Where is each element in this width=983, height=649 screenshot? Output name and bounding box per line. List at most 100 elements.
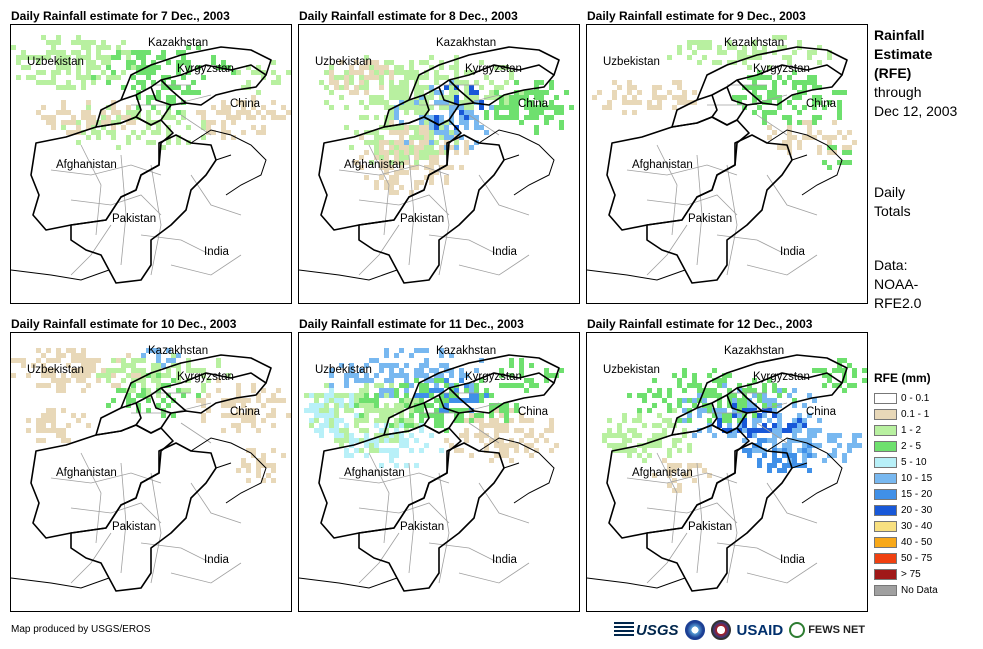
legend-item: > 75 — [874, 566, 938, 582]
credit-text: Map produced by USGS/EROS — [11, 624, 151, 635]
label-india: India — [204, 246, 230, 258]
side-daily-1: Daily — [874, 184, 906, 200]
map-panel-1: Kazakhstan Uzbekistan Kyrgyzstan China Afgha… — [10, 24, 292, 304]
label-kazakhstan: Kazakhstan — [724, 37, 784, 49]
side-title: Rainfall Estimate (RFE) through Dec 12, … — [874, 26, 957, 121]
side-data-1: Data: — [874, 257, 908, 273]
panel-title-5: Daily Rainfall estimate for 11 Dec., 200… — [299, 317, 524, 331]
legend-label: 5 - 10 — [901, 456, 927, 468]
dos-seal-icon — [710, 620, 731, 640]
label-uzbekistan: Uzbekistan — [27, 56, 84, 68]
legend-item: 50 - 75 — [874, 550, 938, 566]
legend: 0 - 0.1 0.1 - 1 1 - 2 2 - 5 5 - 10 10 - 15 15 … — [874, 390, 938, 598]
label-pakistan: Pakistan — [400, 213, 444, 225]
label-kyrgyzstan: Kyrgyzstan — [465, 63, 522, 75]
label-afghanistan: Afghanistan — [344, 159, 405, 171]
legend-swatch — [874, 504, 897, 516]
side-daily: Daily Totals — [874, 183, 911, 221]
map-panel-2: Kazakhstan Uzbekistan Kyrgyzstan China Afgha… — [298, 24, 580, 304]
legend-swatch — [874, 472, 897, 484]
panel-title-4: Daily Rainfall estimate for 10 Dec., 200… — [11, 317, 237, 331]
legend-label: 2 - 5 — [901, 440, 922, 452]
legend-item: 40 - 50 — [874, 534, 938, 550]
legend-label: 0 - 0.1 — [901, 392, 930, 404]
legend-item: 10 - 15 — [874, 470, 938, 486]
label-pakistan: Pakistan — [112, 213, 156, 225]
legend-label: 50 - 75 — [901, 552, 933, 564]
label-india: India — [492, 246, 518, 258]
label-kazakhstan: Kazakhstan — [436, 37, 496, 49]
legend-swatch — [874, 536, 897, 548]
legend-item: 30 - 40 — [874, 518, 938, 534]
label-kyrgyzstan: Kyrgyzstan — [177, 63, 234, 75]
legend-swatch — [874, 392, 897, 404]
legend-swatch — [874, 488, 897, 500]
side-title-line2: Estimate — [874, 46, 933, 62]
side-data-3: RFE2.0 — [874, 295, 922, 311]
legend-label: 15 - 20 — [901, 488, 933, 500]
label-china: China — [518, 98, 549, 110]
label-uzbekistan: Uzbekistan — [315, 364, 372, 376]
legend-item: 20 - 30 — [874, 502, 938, 518]
panel-title-6: Daily Rainfall estimate for 12 Dec., 200… — [587, 317, 813, 331]
legend-item: 2 - 5 — [874, 438, 938, 454]
fews-logo-text: FEWS NET — [808, 624, 866, 636]
label-kyrgyzstan: Kyrgyzstan — [753, 63, 810, 75]
logo-strip: USGS USAID FEWS NET — [614, 616, 865, 644]
label-kazakhstan: Kazakhstan — [436, 345, 496, 357]
legend-item: No Data — [874, 582, 938, 598]
label-kyrgyzstan: Kyrgyzstan — [465, 371, 522, 383]
label-kyrgyzstan: Kyrgyzstan — [177, 371, 234, 383]
side-data: Data: NOAA- RFE2.0 — [874, 256, 921, 313]
fews-logo: FEWS NET — [789, 622, 865, 638]
legend-label: No Data — [901, 584, 938, 596]
noaa-seal-icon — [684, 620, 705, 640]
legend-label: 1 - 2 — [901, 424, 922, 436]
legend-item: 0 - 0.1 — [874, 390, 938, 406]
side-data-2: NOAA- — [874, 276, 919, 292]
globe-icon — [789, 622, 806, 638]
legend-swatch — [874, 440, 897, 452]
legend-swatch — [874, 520, 897, 532]
label-kazakhstan: Kazakhstan — [148, 345, 208, 357]
label-afghanistan: Afghanistan — [56, 467, 117, 479]
legend-item: 0.1 - 1 — [874, 406, 938, 422]
label-uzbekistan: Uzbekistan — [603, 56, 660, 68]
legend-item: 15 - 20 — [874, 486, 938, 502]
label-china: China — [518, 406, 549, 418]
panel-title-3: Daily Rainfall estimate for 9 Dec., 2003 — [587, 9, 806, 23]
label-pakistan: Pakistan — [112, 521, 156, 533]
legend-label: 30 - 40 — [901, 520, 933, 532]
label-afghanistan: Afghanistan — [56, 159, 117, 171]
legend-swatch — [874, 456, 897, 468]
label-china: China — [806, 406, 837, 418]
legend-swatch — [874, 568, 897, 580]
label-china: China — [806, 98, 837, 110]
legend-swatch — [874, 584, 897, 596]
map-panel-6: Kazakhstan Uzbekistan Kyrgyzstan China Afgha… — [586, 332, 868, 612]
side-date: Dec 12, 2003 — [874, 103, 958, 119]
usgs-logo: USGS — [614, 622, 679, 639]
label-uzbekistan: Uzbekistan — [315, 56, 372, 68]
label-kazakhstan: Kazakhstan — [148, 37, 208, 49]
usaid-logo: USAID — [736, 621, 784, 639]
legend-label: > 75 — [901, 568, 921, 580]
label-pakistan: Pakistan — [400, 521, 444, 533]
map-panel-3: Kazakhstan Uzbekistan Kyrgyzstan China Afgha… — [586, 24, 868, 304]
label-china: China — [230, 406, 261, 418]
label-kazakhstan: Kazakhstan — [724, 345, 784, 357]
legend-item: 5 - 10 — [874, 454, 938, 470]
legend-swatch — [874, 552, 897, 564]
legend-label: 10 - 15 — [901, 472, 933, 484]
side-title-line3: (RFE) — [874, 65, 912, 81]
label-kyrgyzstan: Kyrgyzstan — [753, 371, 810, 383]
panel-title-2: Daily Rainfall estimate for 8 Dec., 2003 — [299, 9, 518, 23]
label-uzbekistan: Uzbekistan — [27, 364, 84, 376]
side-through: through — [874, 84, 922, 100]
panel-title-1: Daily Rainfall estimate for 7 Dec., 2003 — [11, 9, 230, 23]
label-afghanistan: Afghanistan — [632, 467, 693, 479]
label-india: India — [204, 554, 230, 566]
legend-label: 0.1 - 1 — [901, 408, 930, 420]
legend-item: 1 - 2 — [874, 422, 938, 438]
legend-swatch — [874, 408, 897, 420]
